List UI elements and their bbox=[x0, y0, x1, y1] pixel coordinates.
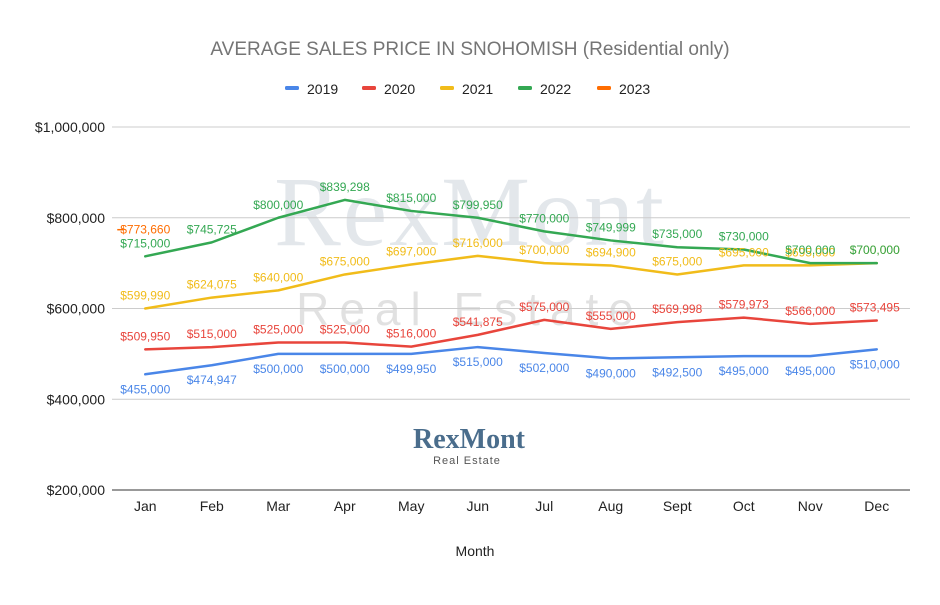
data-label-2020: $579,973 bbox=[719, 298, 769, 312]
chart-title: AVERAGE SALES PRICE IN SNOHOMISH (Reside… bbox=[210, 39, 729, 60]
legend-swatch-2020 bbox=[362, 86, 376, 90]
data-label-2022: $730,000 bbox=[719, 230, 769, 244]
legend-label-2023: 2023 bbox=[619, 81, 650, 97]
x-tick-label: Mar bbox=[266, 498, 290, 514]
data-label-2022: $800,000 bbox=[253, 198, 303, 212]
x-tick-label: May bbox=[398, 498, 424, 514]
x-tick-label: Oct bbox=[733, 498, 755, 514]
legend-label-2019: 2019 bbox=[307, 81, 338, 97]
data-label-2019: $490,000 bbox=[586, 366, 636, 380]
y-tick-label: $600,000 bbox=[47, 301, 106, 317]
data-label-2022: $749,999 bbox=[586, 220, 636, 234]
data-label-2021: $675,000 bbox=[320, 254, 370, 268]
data-label-2022: $745,725 bbox=[187, 222, 237, 236]
data-label-2020: $575,000 bbox=[519, 300, 569, 314]
data-label-2020: $509,950 bbox=[120, 329, 170, 343]
x-tick-label: Sept bbox=[663, 498, 692, 514]
data-label-2021: $640,000 bbox=[253, 270, 303, 284]
x-axis-label: Month bbox=[456, 543, 495, 559]
data-label-2020: $525,000 bbox=[253, 323, 303, 337]
series-line-2021 bbox=[144, 254, 878, 310]
legend-label-2020: 2020 bbox=[384, 81, 415, 97]
data-label-2022: $770,000 bbox=[519, 211, 569, 225]
data-label-2020: $515,000 bbox=[187, 327, 237, 341]
data-label-2021: $624,075 bbox=[187, 278, 237, 292]
series-lines bbox=[117, 198, 878, 376]
y-tick-label: $1,000,000 bbox=[35, 119, 105, 135]
legend-swatch-2019 bbox=[285, 86, 299, 90]
x-axis-ticks: Jan Feb Mar Apr May Jun Jul Aug Sept Oct Nov Dec bbox=[134, 498, 889, 514]
x-tick-label: Nov bbox=[798, 498, 823, 514]
data-label-2019: $474,947 bbox=[187, 373, 237, 387]
data-label-2021: $695,000 bbox=[785, 245, 835, 259]
series-line-2019 bbox=[144, 345, 878, 376]
data-labels: $455,000 $474,947 $500,000 $500,000 $499,950… bbox=[120, 180, 900, 396]
data-label-2019: $455,000 bbox=[120, 382, 170, 396]
x-tick-label: Dec bbox=[864, 498, 889, 514]
x-tick-label: Jun bbox=[466, 498, 489, 514]
x-tick-label: Jan bbox=[134, 498, 157, 514]
x-tick-label: Jul bbox=[535, 498, 553, 514]
data-label-2023: $773,660 bbox=[120, 223, 170, 237]
data-label-2020: $566,000 bbox=[785, 304, 835, 318]
logo-sub-text: Real Estate bbox=[433, 455, 501, 467]
data-label-2019: $500,000 bbox=[253, 362, 303, 376]
legend-swatch-2023 bbox=[597, 86, 611, 90]
data-label-2020: $516,000 bbox=[386, 327, 436, 341]
data-label-2022: $735,000 bbox=[652, 227, 702, 241]
data-label-2019: $502,000 bbox=[519, 361, 569, 375]
y-tick-label: $800,000 bbox=[47, 210, 106, 226]
data-label-2021: $675,000 bbox=[652, 254, 702, 268]
y-tick-label: $200,000 bbox=[47, 482, 106, 498]
data-label-2020: $555,000 bbox=[586, 309, 636, 323]
data-label-2020: $573,495 bbox=[850, 301, 900, 315]
data-label-2019: $495,000 bbox=[719, 364, 769, 378]
data-label-2021: $695,000 bbox=[719, 245, 769, 259]
data-label-2019: $499,950 bbox=[386, 362, 436, 376]
series-line-2020 bbox=[144, 316, 878, 351]
data-label-2019: $510,000 bbox=[850, 357, 900, 371]
data-label-2021: $700,000 bbox=[519, 243, 569, 257]
data-label-2021: $700,000 bbox=[850, 243, 900, 257]
rexmont-logo: RexMont Real Estate bbox=[413, 424, 526, 467]
data-label-2022: $839,298 bbox=[320, 180, 370, 194]
data-label-2022: $799,950 bbox=[453, 198, 503, 212]
legend-label-2021: 2021 bbox=[462, 81, 493, 97]
gridlines bbox=[112, 126, 910, 491]
data-label-2020: $541,875 bbox=[453, 315, 503, 329]
data-label-2019: $495,000 bbox=[785, 364, 835, 378]
legend-swatch-2022 bbox=[518, 86, 532, 90]
data-label-2021: $599,990 bbox=[120, 289, 170, 303]
data-label-2022: $700,000 bbox=[850, 243, 900, 257]
data-label-2022: $715,000 bbox=[120, 236, 170, 250]
x-tick-label: Apr bbox=[334, 498, 356, 514]
data-label-2019: $492,500 bbox=[652, 365, 702, 379]
legend-swatch-2021 bbox=[440, 86, 454, 90]
data-label-2021: $716,000 bbox=[453, 236, 503, 250]
data-label-2020: $569,998 bbox=[652, 302, 702, 316]
data-label-2019: $515,000 bbox=[453, 355, 503, 369]
x-tick-label: Feb bbox=[200, 498, 224, 514]
x-tick-label: Aug bbox=[598, 498, 623, 514]
data-label-2019: $500,000 bbox=[320, 362, 370, 376]
data-label-2020: $525,000 bbox=[320, 323, 370, 337]
data-label-2022: $700,000 bbox=[785, 243, 835, 257]
series-line-2022 bbox=[144, 198, 878, 265]
data-label-2022: $815,000 bbox=[386, 191, 436, 205]
data-label-2021: $697,000 bbox=[386, 244, 436, 258]
data-label-2021: $694,900 bbox=[586, 245, 636, 259]
y-tick-label: $400,000 bbox=[47, 391, 106, 407]
y-axis-ticks: $200,000 $400,000 $600,000 $800,000 $1,000,0… bbox=[35, 119, 105, 498]
legend-label-2022: 2022 bbox=[540, 81, 571, 97]
watermark-big-text: RexMont bbox=[274, 156, 666, 267]
legend: 2019 2020 2021 2022 2023 bbox=[285, 81, 650, 97]
logo-main-text: RexMont bbox=[413, 424, 526, 455]
